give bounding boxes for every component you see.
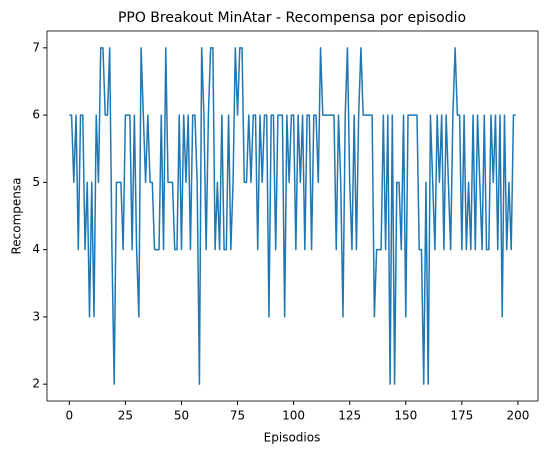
y-tick-label: 4 xyxy=(32,242,40,256)
x-axis-label: Episodios xyxy=(264,431,321,445)
y-axis-label: Recompensa xyxy=(10,177,24,254)
data-line xyxy=(69,47,516,385)
y-tick-label: 6 xyxy=(32,108,40,122)
x-tick-label: 150 xyxy=(394,409,417,423)
y-tick-label: 2 xyxy=(32,377,40,391)
chart-title: PPO Breakout MinAtar - Recompensa por ep… xyxy=(118,10,466,26)
x-tick-label: 25 xyxy=(118,409,133,423)
x-tick-label: 200 xyxy=(506,409,529,423)
x-tick-label: 175 xyxy=(450,409,473,423)
y-tick-label: 5 xyxy=(32,175,40,189)
plot-frame xyxy=(46,30,539,402)
y-tick-label: 3 xyxy=(32,309,40,323)
x-tick-label: 50 xyxy=(174,409,189,423)
x-tick-label: 75 xyxy=(230,409,245,423)
x-tick-label: 0 xyxy=(65,409,73,423)
x-tick-label: 100 xyxy=(282,409,305,423)
y-tick-label: 7 xyxy=(32,40,40,54)
x-tick-label: 125 xyxy=(338,409,361,423)
